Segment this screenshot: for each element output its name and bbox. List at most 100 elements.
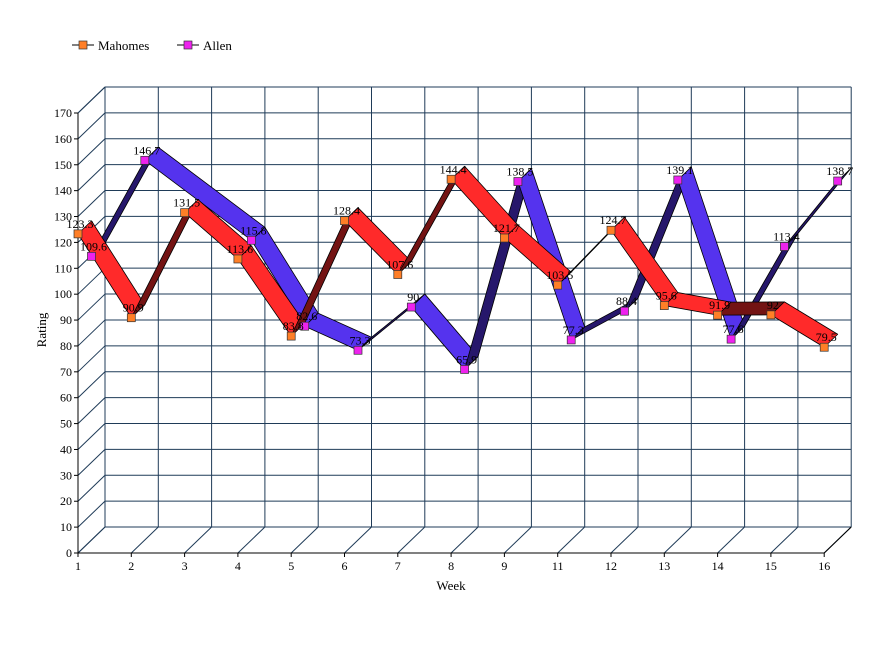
data-label-mahomes: 113.6 xyxy=(227,242,254,256)
data-label-allen: 88.4 xyxy=(616,294,637,308)
y-tick-label: 80 xyxy=(60,339,72,353)
ribbon-segment-mahomes xyxy=(770,301,839,348)
y-tick-label: 40 xyxy=(60,442,72,456)
data-point-allen xyxy=(673,175,683,185)
data-label-mahomes: 83.8 xyxy=(283,319,304,333)
data-point-mahomes xyxy=(819,342,829,352)
legend-item-mahomes[interactable]: Mahomes xyxy=(72,38,149,53)
gridline-side-diagonal xyxy=(77,190,106,217)
x-tick-label: 5 xyxy=(288,559,294,573)
data-point-mahomes xyxy=(73,229,83,239)
data-point-allen xyxy=(353,345,363,355)
legend-label-allen: Allen xyxy=(203,38,232,53)
x-tick-label: 13 xyxy=(658,559,670,573)
data-label-allen: 139.1 xyxy=(666,163,693,177)
gridline-side-diagonal xyxy=(77,319,106,347)
data-point-mahomes xyxy=(713,310,722,320)
data-label-mahomes: 121.7 xyxy=(493,221,520,235)
data-point-mahomes xyxy=(606,225,616,235)
gridline-floor-diagonal xyxy=(237,526,266,554)
x-tick-label: 7 xyxy=(395,559,401,573)
data-label-allen: 138.7 xyxy=(826,164,853,178)
data-label-allen: 73.3 xyxy=(350,333,371,347)
gridline-floor-diagonal xyxy=(77,526,106,554)
data-point-mahomes xyxy=(286,331,296,341)
data-label-mahomes: 131.5 xyxy=(173,196,200,210)
gridline-side-diagonal xyxy=(77,500,106,528)
data-point-mahomes xyxy=(393,270,403,279)
data-label-allen: 109.6 xyxy=(80,239,107,253)
data-label-allen: 77.6 xyxy=(723,322,744,336)
y-tick-label: 90 xyxy=(60,313,72,327)
y-tick-label: 150 xyxy=(54,158,72,172)
gridline-floor-diagonal xyxy=(557,526,586,554)
data-point-allen xyxy=(566,335,576,345)
data-point-mahomes xyxy=(500,233,509,243)
gridline-floor-diagonal xyxy=(717,526,745,554)
gridline-side-diagonal xyxy=(77,112,106,140)
gridline-floor-diagonal xyxy=(184,526,212,554)
y-tick-label: 100 xyxy=(54,287,72,301)
x-axis-title: Week xyxy=(436,578,466,593)
y-tick-label: 120 xyxy=(54,235,72,249)
x-tick-label: 11 xyxy=(552,559,564,573)
gridline-side-diagonal xyxy=(77,474,106,502)
data-point-mahomes xyxy=(553,280,563,290)
gridline-side-diagonal xyxy=(77,345,106,373)
data-point-allen xyxy=(406,302,416,312)
gridline-side-diagonal xyxy=(77,371,106,399)
gridline-side-diagonal xyxy=(77,448,106,476)
data-point-allen xyxy=(726,334,736,344)
y-tick-label: 10 xyxy=(60,520,72,534)
x-tick-label: 3 xyxy=(182,559,188,573)
data-label-mahomes: 90.9 xyxy=(123,301,144,315)
data-label-allen: 82.6 xyxy=(296,309,317,323)
data-point-mahomes xyxy=(180,208,189,217)
data-label-allen: 65.9 xyxy=(456,352,477,366)
y-tick-label: 140 xyxy=(54,184,72,198)
data-point-allen xyxy=(140,155,150,165)
chart-axes: 0 10 20 30 40 50 60 70 80 90 100 110 120 130 140 150 160… xyxy=(54,106,852,573)
data-point-allen xyxy=(247,235,256,245)
data-label-mahomes: 144.4 xyxy=(440,162,467,176)
data-point-allen xyxy=(780,242,789,251)
legend-item-allen[interactable]: Allen xyxy=(177,38,232,53)
gridline-floor-diagonal xyxy=(344,526,372,554)
data-label-mahomes: 107.6 xyxy=(386,258,413,272)
data-label-mahomes: 91.9 xyxy=(709,298,730,312)
x-axis-depth-edge xyxy=(823,526,852,554)
data-label-mahomes: 128.4 xyxy=(333,204,360,218)
data-label-allen: 90 xyxy=(407,290,419,304)
data-point-mahomes xyxy=(766,310,776,320)
data-label-mahomes: 123.3 xyxy=(67,217,94,231)
legend-marker-allen xyxy=(183,40,193,50)
gridline-floor-diagonal xyxy=(450,526,479,554)
x-tick-label: 9 xyxy=(501,559,507,573)
y-tick-label: 160 xyxy=(54,132,72,146)
data-point-mahomes xyxy=(233,254,243,264)
data-point-mahomes xyxy=(340,216,349,226)
data-point-mahomes xyxy=(659,301,669,310)
data-point-allen xyxy=(833,176,843,186)
legend-label-mahomes: Mahomes xyxy=(98,38,149,53)
x-tick-label: 12 xyxy=(605,559,617,573)
x-tick-label: 6 xyxy=(342,559,348,573)
gridline-floor-diagonal xyxy=(610,526,639,554)
gridline-side-diagonal xyxy=(77,397,106,424)
data-label-mahomes: 103.5 xyxy=(546,268,573,282)
chart-grid xyxy=(77,86,852,554)
data-point-allen xyxy=(513,177,523,186)
ribbon-segment-allen xyxy=(784,167,852,247)
y-tick-label: 30 xyxy=(60,468,72,482)
data-label-allen: 113.4 xyxy=(773,229,800,243)
gridline-floor-diagonal xyxy=(130,526,159,554)
data-labels: 109.6 146.7 115.8 82.6 73.3 90 65.9 138.5 77.3 88… xyxy=(67,143,853,374)
data-label-allen: 138.5 xyxy=(506,165,533,179)
legend-marker-mahomes xyxy=(78,40,88,50)
x-tick-label: 1 xyxy=(75,559,81,573)
x-tick-label: 8 xyxy=(448,559,454,573)
legend: Mahomes Allen xyxy=(72,38,232,53)
gridline-side-diagonal xyxy=(77,293,106,321)
data-point-allen xyxy=(620,306,629,316)
gridline-floor-diagonal xyxy=(397,526,426,554)
